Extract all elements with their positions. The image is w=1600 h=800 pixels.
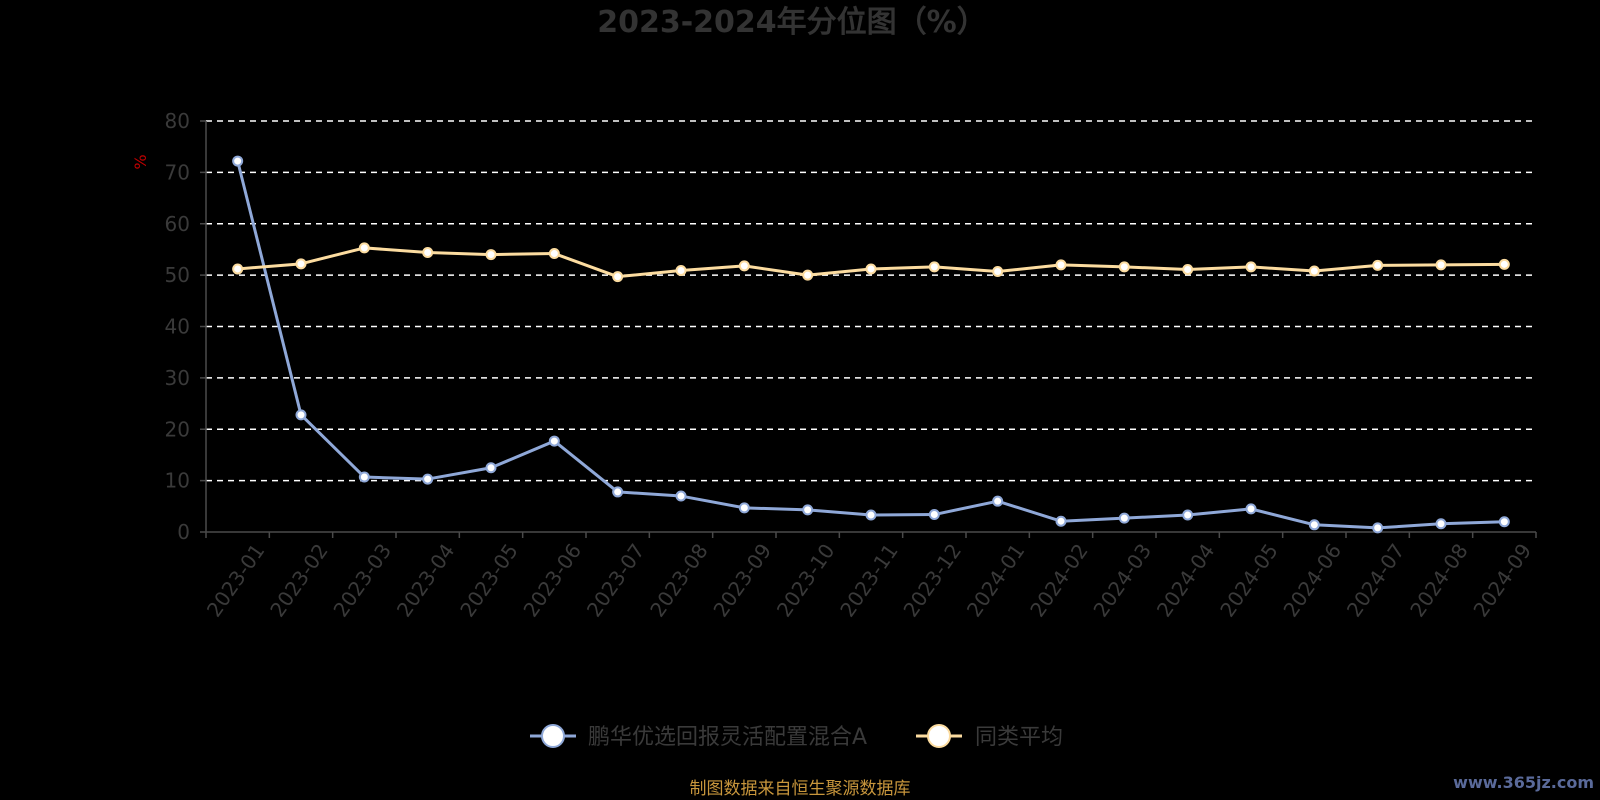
x-tick-label-2023-03: 2023-03 xyxy=(328,539,396,621)
data-point-b-2023-08[interactable] xyxy=(675,265,687,277)
y-tick-label-80: 80 xyxy=(165,109,190,133)
x-tick-label-2024-09: 2024-09 xyxy=(1468,539,1536,621)
x-tick-label-2023-09: 2023-09 xyxy=(708,539,776,621)
data-point-a-2024-07[interactable] xyxy=(1372,522,1384,534)
data-point-a-2024-05[interactable] xyxy=(1245,503,1257,515)
x-tick-label-2023-11: 2023-11 xyxy=(835,539,903,621)
data-point-a-2023-08[interactable] xyxy=(675,490,687,502)
x-tick-label-2024-02: 2024-02 xyxy=(1025,539,1093,621)
x-tick-label-2024-03: 2024-03 xyxy=(1088,539,1156,621)
data-point-a-2024-09[interactable] xyxy=(1498,516,1510,528)
data-point-b-2024-08[interactable] xyxy=(1435,259,1447,271)
data-point-b-2024-02[interactable] xyxy=(1055,259,1067,271)
series-b xyxy=(232,242,1510,283)
legend-series-a-label: 鹏华优选回报灵活配置混合A xyxy=(588,725,867,750)
data-point-b-2023-03[interactable] xyxy=(358,242,370,254)
x-tick-label-2024-01: 2024-01 xyxy=(962,539,1030,621)
x-tick-label-2023-06: 2023-06 xyxy=(518,539,586,621)
data-point-b-2023-12[interactable] xyxy=(928,261,940,273)
x-tick-label-2023-04: 2023-04 xyxy=(392,539,460,621)
data-point-b-2024-07[interactable] xyxy=(1372,259,1384,271)
y-axis-unit-label: % xyxy=(131,154,150,169)
data-point-a-2023-12[interactable] xyxy=(928,509,940,521)
data-point-a-2023-05[interactable] xyxy=(485,462,497,474)
y-tick-label-70: 70 xyxy=(165,160,190,184)
data-point-a-2023-02[interactable] xyxy=(295,409,307,421)
x-tick-label-2023-01: 2023-01 xyxy=(202,539,270,621)
data-point-a-2023-03[interactable] xyxy=(358,471,370,483)
x-tick-label-2023-02: 2023-02 xyxy=(265,539,333,621)
data-point-b-2024-09[interactable] xyxy=(1498,258,1510,270)
x-tick-label-2023-08: 2023-08 xyxy=(645,539,713,621)
legend-item-series-b[interactable]: 同类平均 xyxy=(916,724,1063,750)
series-lines xyxy=(232,155,1510,534)
data-point-b-2023-02[interactable] xyxy=(295,258,307,270)
data-point-a-2024-08[interactable] xyxy=(1435,518,1447,530)
x-tick-label-2023-07: 2023-07 xyxy=(582,539,650,621)
y-tick-label-60: 60 xyxy=(165,212,190,236)
legend-item-series-a[interactable]: 鹏华优选回报灵活配置混合A xyxy=(530,724,867,750)
data-point-a-2023-07[interactable] xyxy=(612,486,624,498)
y-tick-label-50: 50 xyxy=(165,263,190,287)
data-point-b-2023-10[interactable] xyxy=(802,269,814,281)
x-tick-label-2024-06: 2024-06 xyxy=(1278,539,1346,621)
series-line-a xyxy=(236,160,1505,530)
data-point-b-2023-11[interactable] xyxy=(865,263,877,275)
data-point-a-2024-03[interactable] xyxy=(1118,512,1130,524)
y-axis-ticks: 0 10 20 30 40 50 60 70 80 xyxy=(165,109,206,544)
data-point-b-2024-06[interactable] xyxy=(1308,265,1320,277)
x-tick-label-2023-05: 2023-05 xyxy=(455,539,523,621)
series-a xyxy=(232,155,1510,534)
data-point-a-2023-04[interactable] xyxy=(422,473,434,485)
y-tick-label-10: 10 xyxy=(165,469,190,493)
data-point-a-2023-06[interactable] xyxy=(548,435,560,447)
grid-lines xyxy=(206,120,1536,482)
legend-series-a-marker-icon xyxy=(541,724,565,748)
y-tick-label-0: 0 xyxy=(177,520,190,544)
x-tick-label-2024-04: 2024-04 xyxy=(1152,539,1220,621)
data-point-b-2023-04[interactable] xyxy=(422,247,434,259)
data-point-b-2023-05[interactable] xyxy=(485,249,497,261)
x-tick-label-2024-08: 2024-08 xyxy=(1405,539,1473,621)
legend-series-b-label: 同类平均 xyxy=(975,725,1063,750)
data-point-a-2023-10[interactable] xyxy=(802,504,814,516)
legend-series-b-marker-icon xyxy=(927,724,951,748)
data-point-a-2024-06[interactable] xyxy=(1308,519,1320,531)
data-point-b-2023-07[interactable] xyxy=(612,271,624,283)
watermark: www.365jz.com xyxy=(1453,773,1594,792)
y-tick-label-30: 30 xyxy=(165,366,190,390)
y-tick-label-20: 20 xyxy=(165,417,190,441)
data-point-a-2023-11[interactable] xyxy=(865,509,877,521)
data-point-b-2023-01[interactable] xyxy=(232,263,244,275)
data-point-b-2024-04[interactable] xyxy=(1182,263,1194,275)
data-point-a-2024-01[interactable] xyxy=(992,495,1004,507)
data-point-a-2023-09[interactable] xyxy=(738,502,750,514)
data-point-a-2023-01[interactable] xyxy=(232,155,244,167)
x-axis-ticks: 2023-012023-022023-032023-042023-052023-… xyxy=(202,532,1537,621)
x-tick-label-2024-05: 2024-05 xyxy=(1215,539,1283,621)
data-point-b-2024-05[interactable] xyxy=(1245,261,1257,273)
x-tick-label-2024-07: 2024-07 xyxy=(1342,539,1410,621)
x-tick-label-2023-12: 2023-12 xyxy=(898,539,966,621)
data-point-b-2023-09[interactable] xyxy=(738,260,750,272)
data-point-b-2024-01[interactable] xyxy=(992,266,1004,278)
data-point-b-2023-06[interactable] xyxy=(548,248,560,260)
data-point-b-2024-03[interactable] xyxy=(1118,261,1130,273)
data-point-a-2024-04[interactable] xyxy=(1182,509,1194,521)
data-source-note: 制图数据来自恒生聚源数据库 xyxy=(690,779,911,799)
x-tick-label-2023-10: 2023-10 xyxy=(772,539,840,621)
y-tick-label-40: 40 xyxy=(165,315,190,339)
data-point-a-2024-02[interactable] xyxy=(1055,515,1067,527)
chart-title: 2023-2024年分位图（%） xyxy=(597,5,987,40)
legend[interactable]: 鹏华优选回报灵活配置混合A 同类平均 xyxy=(530,724,1063,750)
